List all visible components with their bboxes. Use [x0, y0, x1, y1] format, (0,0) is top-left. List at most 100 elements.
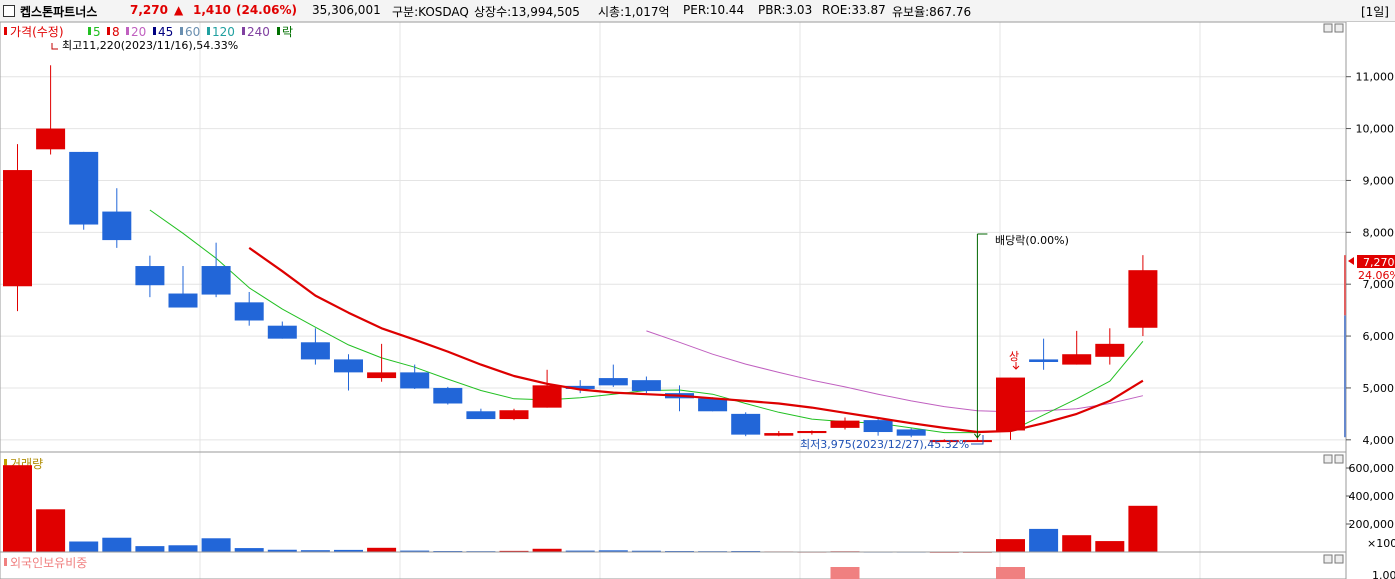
candle-body	[1029, 359, 1059, 362]
foreign-legend-marker	[4, 558, 7, 566]
retention-ratio: 유보율:867.76	[892, 5, 972, 19]
candle-body	[466, 411, 496, 420]
candle-body	[3, 170, 32, 287]
range-strip-up	[1344, 255, 1346, 316]
stock-chart: 4,000 5,000 6,000 7,000 8,000 9,000 10,000 11,0…	[0, 22, 1395, 579]
volume-bar	[996, 539, 1025, 552]
volume-bar	[102, 537, 132, 552]
legend-item-label: 락	[282, 25, 293, 39]
legend-marker	[126, 27, 129, 35]
candle-body	[400, 372, 430, 389]
price-tag-pct: 24.06%	[1358, 269, 1395, 282]
volume-tick-label: 600,000	[1349, 462, 1395, 475]
legend-price-label: 가격(수정)	[10, 25, 64, 39]
volume-bar	[631, 550, 661, 552]
ma60-path	[646, 330, 1144, 413]
candle-body	[1128, 270, 1158, 328]
candles	[3, 65, 1158, 443]
candle-body	[929, 440, 959, 443]
limit-up-arrow-icon	[1012, 362, 1020, 370]
candle-body	[996, 377, 1025, 431]
volume-panel-restore-button[interactable]	[1323, 454, 1333, 464]
chart-grid	[0, 22, 1346, 579]
volume-bar	[300, 550, 330, 552]
limit-up-label: 상	[1009, 350, 1019, 363]
volume-bar	[367, 547, 397, 552]
candle-body	[1095, 343, 1125, 357]
candle-body	[201, 266, 231, 295]
volume-bars	[3, 465, 1158, 553]
price-tick-label: 9,000	[1363, 174, 1395, 187]
volume-bar	[69, 541, 99, 552]
candle-body	[135, 266, 165, 286]
price-change-pct: (24.06%)	[236, 3, 297, 17]
legend-marker	[207, 27, 210, 35]
volume-panel-close-button[interactable]	[1334, 454, 1344, 464]
price-tick-label: 10,000	[1356, 123, 1395, 136]
volume-bar	[334, 549, 363, 552]
volume-bar	[234, 548, 264, 552]
foreign-panel: 외국인보유비중 1.00	[0, 551, 1395, 579]
market-cap: 시총:1,017억	[598, 5, 670, 19]
candle-body	[267, 325, 297, 339]
candle-body	[367, 372, 397, 379]
header-checkbox[interactable]	[3, 5, 15, 17]
volume-bar	[532, 548, 562, 552]
candle-body	[102, 211, 132, 241]
candle-body	[36, 128, 66, 150]
current-price-tag: 7,270 24.06%	[1348, 255, 1395, 282]
legend-marker	[277, 27, 280, 35]
legend-item-label: 8	[112, 25, 120, 39]
volume-unit: ×100	[1367, 537, 1395, 550]
foreign-label: 외국인보유비중	[10, 556, 87, 570]
price-panel-close-button[interactable]	[1334, 23, 1344, 33]
candle-body	[797, 430, 827, 434]
volume-legend-marker	[4, 459, 7, 467]
candle-body	[698, 398, 728, 412]
market-type: 구분:KOSDAQ	[392, 5, 469, 19]
legend-items: 5 8 20 45 60 120 240 락	[88, 25, 293, 39]
ma20-line	[248, 247, 1144, 434]
price-tick-label: 8,000	[1363, 226, 1395, 239]
candle-body	[168, 293, 198, 308]
legend-marker	[180, 27, 183, 35]
volume-bar	[267, 549, 297, 552]
price-change: 1,410	[193, 3, 231, 17]
candle-body	[499, 410, 529, 420]
volume-bar	[36, 509, 66, 552]
price-panel: 4,000 5,000 6,000 7,000 8,000 9,000 10,000 11,0…	[0, 22, 1395, 453]
low-annotation: 최저3,975(2023/12/27),45.32%	[800, 438, 969, 451]
price-axis: 4,000 5,000 6,000 7,000 8,000 9,000 10,000 11,0…	[1344, 71, 1394, 447]
candle-body	[1062, 354, 1092, 365]
foreign-axis-tick: 1.00	[1372, 569, 1395, 579]
volume-bar	[499, 550, 529, 552]
current-price: 7,270	[130, 3, 168, 17]
candle-body	[896, 429, 926, 436]
candle-body	[863, 420, 893, 433]
period-selector[interactable]: [1일]	[1360, 5, 1389, 19]
price-panel-restore-button[interactable]	[1323, 23, 1333, 33]
high-annotation: 최고11,220(2023/11/16),54.33%	[62, 39, 238, 52]
legend-price-marker	[4, 27, 7, 35]
price-tick-label: 7,000	[1363, 278, 1395, 291]
high-arrow-icon	[51, 43, 58, 50]
legend-item-label: 5	[93, 25, 101, 39]
dividend-marker	[974, 233, 988, 439]
volume-bar	[3, 465, 32, 552]
ma20-path	[248, 247, 1144, 434]
price-tick-label: 4,000	[1363, 434, 1395, 447]
price-tick-label: 6,000	[1363, 330, 1395, 343]
volume-bar	[135, 546, 165, 552]
candle-body	[433, 387, 463, 404]
ma5-line	[149, 209, 1144, 434]
price-tag-value: 7,270	[1363, 256, 1395, 269]
dividend-label: 배당락(0.00%)	[995, 234, 1069, 247]
candle-body	[234, 302, 264, 321]
volume-tick-label: 200,000	[1349, 518, 1395, 531]
foreign-panel-restore-button[interactable]	[1323, 554, 1333, 564]
candle-body	[300, 342, 330, 360]
legend-item-label: 240	[247, 25, 270, 39]
volume-axis: 200,000 400,000 600,000	[1346, 462, 1394, 531]
foreign-panel-close-button[interactable]	[1334, 554, 1344, 564]
candle-body	[631, 380, 661, 392]
